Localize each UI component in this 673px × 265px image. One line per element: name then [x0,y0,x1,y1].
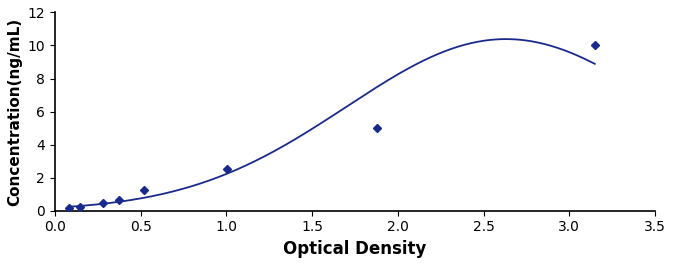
Y-axis label: Concentration(ng/mL): Concentration(ng/mL) [7,17,22,206]
X-axis label: Optical Density: Optical Density [283,240,427,258]
